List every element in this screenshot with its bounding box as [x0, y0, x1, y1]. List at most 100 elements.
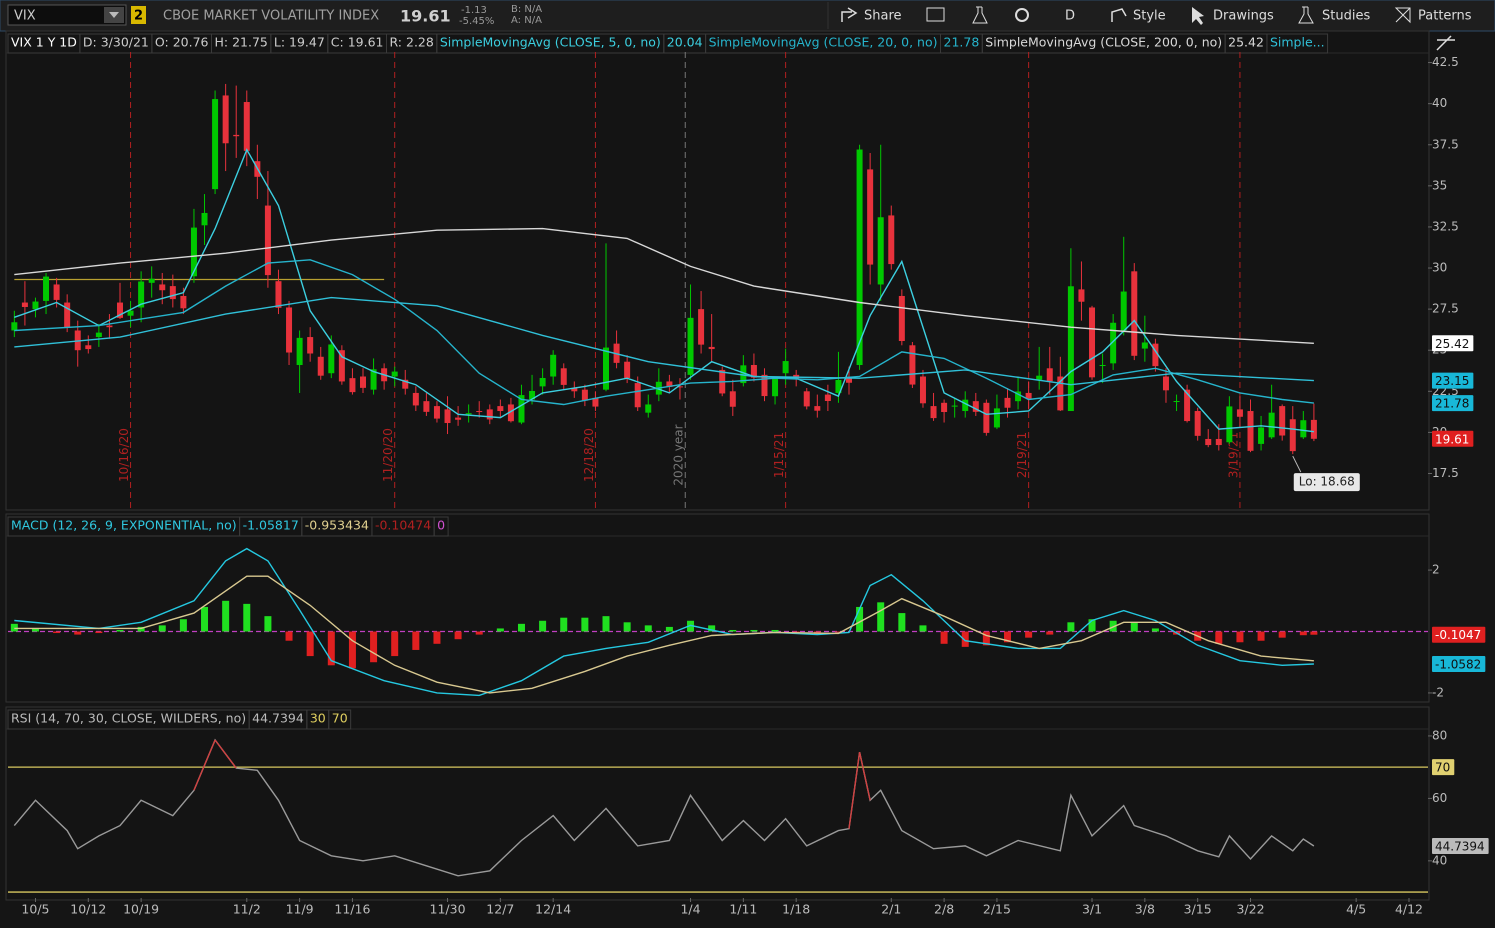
value-badge: [1432, 626, 1486, 643]
header-item: -0.10474: [375, 518, 431, 533]
symbol-input[interactable]: [7, 4, 127, 26]
candle-body: [1205, 438, 1212, 446]
y-tick-label: 40: [1432, 853, 1447, 867]
x-tick-label: 1/4: [680, 902, 700, 917]
panel: MACD (12, 26, 9, EXPONENTIAL, no) -1.0581…: [5, 513, 1486, 703]
candle-body: [201, 212, 208, 226]
symbol: VIX: [14, 9, 36, 24]
header-box: [328, 709, 352, 730]
candle-body: [1310, 419, 1317, 439]
x-tick-label: 2/1: [881, 902, 901, 917]
candle-body: [1078, 289, 1085, 302]
screenshot-icon[interactable]: [926, 7, 945, 22]
toolbar-button[interactable]: Studies: [1322, 9, 1370, 24]
x-tick-label: 10/19: [123, 902, 159, 917]
toolbar-button[interactable]: D: [1065, 9, 1075, 24]
histogram-bar: [665, 626, 673, 632]
indicator-line: [14, 296, 1314, 386]
candle-body: [1057, 376, 1064, 411]
candle-body: [877, 217, 884, 285]
x-tick-label: 12/14: [535, 902, 571, 917]
share-icon: [841, 7, 858, 22]
x-tick-label: 10/5: [21, 902, 49, 917]
toolbar-button[interactable]: Share: [864, 9, 902, 24]
histogram-bar: [222, 600, 230, 632]
candle-body: [1110, 322, 1117, 364]
drawings-icon: [1192, 7, 1204, 25]
event-label: 3/19/21: [1226, 432, 1240, 478]
candle-body: [592, 397, 599, 407]
candle-body: [338, 350, 345, 382]
histogram-bar: [327, 631, 335, 666]
header-box: [1266, 33, 1329, 54]
candle-body: [983, 402, 990, 433]
candle-body: [1300, 420, 1307, 438]
histogram-bar: [243, 603, 251, 632]
header-item: -1.05817: [243, 518, 299, 533]
candle-body: [698, 309, 705, 345]
toolbar-button[interactable]: Drawings: [1213, 9, 1274, 24]
drawing-tool-icon[interactable]: [1436, 35, 1455, 51]
candle-body: [676, 386, 683, 388]
value-badge-label: 19.61: [1435, 432, 1469, 446]
histogram-bar: [898, 613, 906, 632]
histogram-bar: [201, 606, 209, 632]
settings-icon[interactable]: [1015, 8, 1029, 22]
histogram-bar: [750, 629, 758, 632]
candle-body: [275, 281, 282, 308]
histogram-bar: [391, 631, 399, 657]
candle-body: [402, 379, 409, 389]
lo-label: Lo: 18.68: [1299, 475, 1355, 489]
x-tick-label: 11/2: [233, 902, 261, 917]
candle-body: [138, 281, 145, 308]
panel-frame: [5, 513, 1430, 703]
candle-body: [846, 376, 853, 383]
candle-body: [1184, 389, 1191, 422]
header-item: SimpleMovingAvg (CLOSE, 20, 0, no): [709, 35, 938, 50]
candle-body: [328, 344, 335, 374]
candle-body: [930, 406, 937, 419]
link-badge[interactable]: [131, 6, 146, 24]
histogram-bar: [517, 623, 525, 632]
candle-body: [1131, 271, 1138, 356]
candle-body: [941, 402, 948, 413]
histogram-bar: [306, 631, 314, 657]
candle-body: [560, 368, 567, 385]
panel: VIX 1 Y 1D D: 3/30/21 O: 20.76 H: 21.75 L: 1…: [5, 30, 1474, 511]
histogram-bar: [53, 631, 61, 634]
toolbar-button[interactable]: Patterns: [1418, 9, 1472, 24]
histogram-bar: [116, 629, 124, 632]
value-badge-label: 21.78: [1435, 397, 1469, 411]
header-item: 0: [437, 518, 445, 533]
candle-body: [518, 395, 525, 423]
candle-body: [169, 286, 176, 300]
histogram-bar: [919, 625, 927, 632]
event-label: 2020 year: [672, 424, 686, 485]
candle-body: [360, 376, 366, 388]
candle-body: [972, 401, 979, 412]
histogram-bar: [856, 606, 864, 632]
candle-body: [645, 404, 652, 413]
toolbar: VIX 2 CBOE MARKET VOLATILITY INDEX 19.61…: [0, 0, 1495, 32]
candle-body: [750, 365, 757, 378]
histogram-bar: [581, 617, 589, 632]
candle-body: [1046, 368, 1053, 382]
header-item: C: 19.61: [331, 35, 384, 50]
x-tick-label: 10/12: [70, 902, 106, 917]
toolbar-button[interactable]: Style: [1133, 9, 1166, 24]
candle-body: [116, 302, 123, 318]
candle-body: [624, 361, 631, 378]
candle-body: [21, 302, 28, 307]
lab-icon[interactable]: [972, 6, 988, 24]
candle-body: [571, 388, 578, 392]
candle-body: [708, 346, 715, 350]
header-item: D: 3/30/21: [83, 35, 149, 50]
panel: RSI (14, 70, 30, CLOSE, WILDERS, no) 44.7…: [5, 706, 1489, 917]
candle-body: [412, 392, 419, 406]
candle-body: [64, 302, 71, 328]
header-item: L: 19.47: [274, 35, 325, 50]
candle-body: [1141, 342, 1148, 349]
candle-body: [465, 413, 472, 415]
candle-body: [634, 383, 641, 408]
